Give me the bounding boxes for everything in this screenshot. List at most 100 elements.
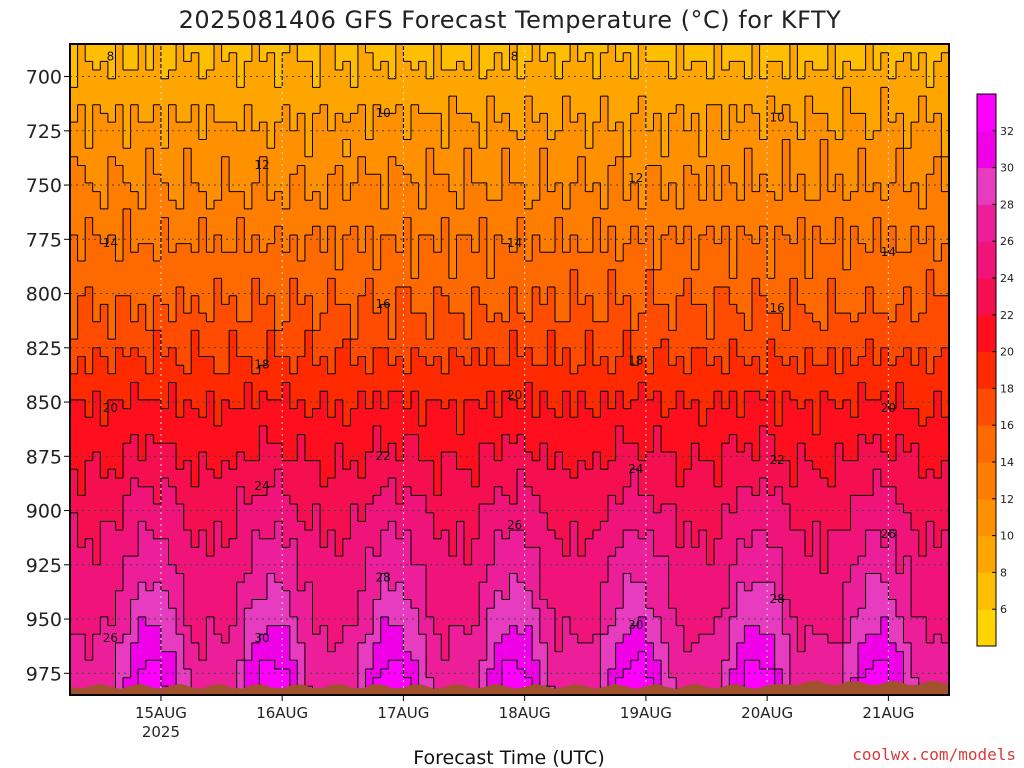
temperature-cell — [191, 70, 200, 80]
temperature-cell — [517, 365, 526, 375]
temperature-cell — [70, 313, 79, 323]
temperature-cell — [555, 252, 564, 262]
temperature-cell — [441, 339, 450, 349]
temperature-cell — [532, 434, 541, 444]
temperature-cell — [267, 148, 276, 158]
temperature-cell — [221, 547, 230, 557]
temperature-cell — [267, 339, 276, 349]
temperature-cell — [259, 113, 268, 123]
temperature-cell — [100, 486, 109, 496]
temperature-cell — [100, 243, 109, 253]
temperature-cell — [138, 608, 147, 618]
temperature-cell — [274, 634, 283, 644]
temperature-cell — [350, 113, 359, 123]
temperature-cell — [365, 452, 374, 462]
temperature-cell — [304, 547, 314, 557]
temperature-cell — [456, 538, 465, 549]
temperature-cell — [236, 365, 245, 375]
temperature-cell — [198, 469, 207, 479]
temperature-cell — [138, 78, 147, 88]
temperature-cell — [365, 339, 374, 349]
temperature-cell — [100, 148, 109, 158]
temperature-cell — [259, 495, 268, 505]
temperature-cell — [206, 521, 215, 531]
temperature-cell — [115, 642, 124, 653]
temperature-cell — [509, 104, 518, 115]
temperature-cell — [547, 304, 556, 314]
temperature-cell — [214, 382, 223, 392]
temperature-cell — [229, 182, 238, 193]
temperature-cell — [433, 347, 442, 358]
temperature-cell — [206, 96, 215, 106]
temperature-cell — [214, 469, 223, 479]
temperature-cell — [160, 408, 170, 418]
temperature-cell — [395, 191, 404, 201]
temperature-cell — [335, 174, 344, 184]
temperature-cell — [100, 278, 109, 288]
temperature-cell — [236, 130, 245, 141]
temperature-cell — [357, 616, 367, 627]
temperature-cell — [388, 582, 397, 592]
temperature-cell — [411, 417, 420, 427]
temperature-cell — [304, 625, 314, 635]
temperature-cell — [517, 87, 526, 97]
temperature-cell — [85, 634, 94, 644]
temperature-cell — [100, 287, 109, 297]
temperature-cell — [456, 373, 465, 384]
temperature-cell — [555, 269, 564, 279]
temperature-cell — [471, 495, 480, 505]
temperature-cell — [312, 96, 321, 106]
temperature-cell — [282, 469, 291, 479]
temperature-cell — [100, 573, 109, 583]
temperature-cell — [123, 547, 132, 557]
temperature-cell — [395, 356, 404, 366]
temperature-cell — [153, 208, 162, 219]
temperature-cell — [251, 139, 261, 149]
temperature-cell — [70, 321, 79, 332]
temperature-cell — [92, 634, 101, 644]
temperature-cell — [388, 330, 397, 340]
temperature-cell — [494, 113, 503, 123]
temperature-cell — [229, 313, 238, 323]
temperature-cell — [441, 434, 450, 444]
temperature-cell — [380, 261, 389, 271]
temperature-cell — [403, 590, 412, 601]
temperature-cell — [214, 417, 223, 427]
temperature-cell — [395, 287, 404, 297]
temperature-cell — [524, 87, 533, 97]
temperature-cell — [138, 182, 147, 193]
temperature-cell — [297, 269, 306, 279]
temperature-cell — [312, 530, 321, 540]
temperature-cell — [479, 235, 488, 245]
temperature-cell — [395, 165, 404, 175]
temperature-cell — [380, 191, 389, 201]
temperature-cell — [335, 434, 344, 444]
temperature-cell — [524, 182, 533, 193]
temperature-cell — [380, 226, 389, 236]
temperature-cell — [509, 287, 518, 297]
temperature-cell — [486, 521, 495, 531]
temperature-cell — [304, 87, 314, 97]
temperature-cell — [85, 469, 94, 479]
temperature-cell — [494, 200, 503, 210]
temperature-cell — [145, 443, 154, 453]
temperature-cell — [85, 660, 94, 670]
temperature-cell — [145, 165, 154, 175]
temperature-cell — [244, 200, 253, 210]
temperature-cell — [100, 44, 109, 54]
temperature-cell — [547, 191, 556, 201]
temperature-cell — [183, 321, 192, 332]
temperature-cell — [259, 191, 268, 201]
temperature-cell — [236, 530, 245, 540]
temperature-cell — [547, 130, 556, 141]
temperature-cell — [448, 608, 458, 618]
temperature-cell — [92, 52, 101, 62]
temperature-cell — [198, 261, 207, 271]
temperature-cell — [479, 616, 488, 627]
temperature-cell — [486, 399, 495, 410]
temperature-cell — [168, 599, 177, 609]
temperature-cell — [418, 122, 427, 132]
temperature-cell — [70, 382, 79, 392]
temperature-cell — [221, 443, 230, 453]
temperature-cell — [198, 625, 207, 635]
